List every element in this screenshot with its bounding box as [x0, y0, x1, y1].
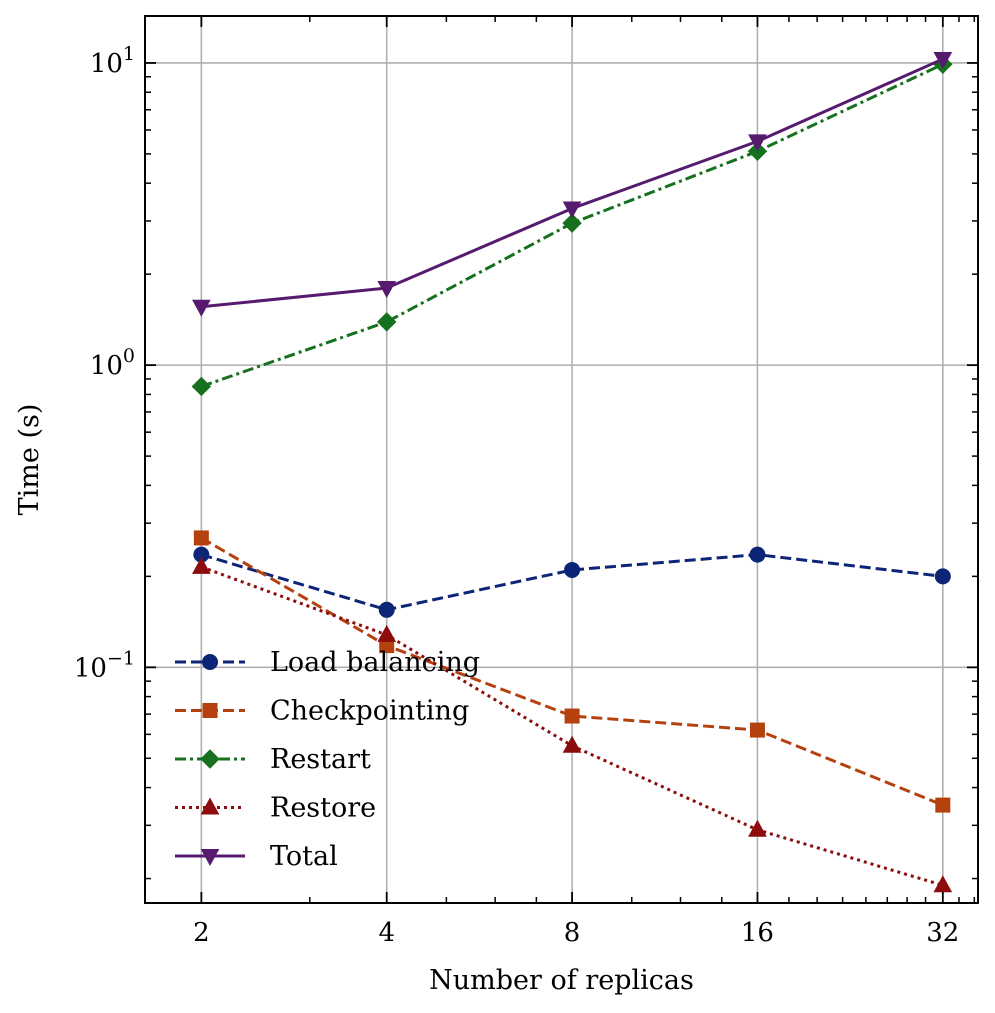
- legend-label: Restore: [270, 793, 376, 824]
- y-tick-label: 10−1: [74, 647, 135, 683]
- legend-item-checkpointing: Checkpointing: [175, 696, 469, 727]
- series-layer: [191, 52, 953, 893]
- legend-swatch-marker: [200, 797, 220, 815]
- x-tick-labels: 2 4 8 16 32: [193, 918, 959, 948]
- x-axis-label: Number of replicas: [429, 965, 694, 996]
- legend-swatch-marker: [202, 654, 218, 670]
- restart-point: [562, 213, 582, 233]
- legend: Load balancing Checkpointing Restart Restor…: [175, 647, 480, 872]
- legend-label: Total: [270, 841, 338, 872]
- x-tick-label: 16: [741, 918, 774, 948]
- total-point: [377, 280, 397, 299]
- checkpointing-line: [200, 536, 944, 807]
- checkpointing-point: [564, 708, 580, 724]
- y-tick-base: 10: [90, 49, 123, 79]
- y-tick-exponent: 0: [123, 345, 135, 367]
- legend-swatch-marker: [202, 703, 218, 718]
- legend-item-restore: Restore: [175, 793, 376, 824]
- grid-lines: [145, 16, 978, 903]
- load-balancing-line: [200, 553, 943, 612]
- load-balancing-point: [564, 561, 581, 578]
- restore-point: [192, 556, 211, 574]
- y-tick-label: 101: [90, 43, 135, 79]
- x-tick-label: 2: [193, 918, 210, 948]
- restore-point: [377, 624, 397, 642]
- total-point: [933, 52, 953, 70]
- x-tick-label: 8: [564, 918, 581, 948]
- restart-point: [191, 376, 212, 397]
- x-tick-label: 4: [378, 918, 395, 948]
- restore-point: [748, 819, 767, 837]
- checkpointing-point: [935, 797, 951, 813]
- load-balancing-point: [934, 568, 951, 585]
- checkpointing-point: [193, 530, 209, 546]
- y-tick-base: 10: [90, 351, 123, 381]
- legend-item-restart: Restart: [175, 744, 371, 775]
- y-axis-label: Time (s): [14, 404, 45, 516]
- y-tick-base: 10: [74, 653, 107, 683]
- legend-item-total: Total: [175, 841, 338, 872]
- total-point: [562, 201, 582, 219]
- y-tick-label: 100: [90, 345, 135, 381]
- checkpointing-point: [749, 722, 765, 738]
- series-restore: [192, 556, 953, 893]
- major-ticks: [145, 16, 978, 903]
- legend-swatch-marker: [200, 749, 220, 769]
- series-load-balancing: [193, 546, 951, 618]
- load-balancing-point: [378, 601, 395, 618]
- legend-label: Restart: [270, 744, 371, 775]
- legend-item-load-balancing: Load balancing: [175, 647, 480, 678]
- restore-point: [933, 875, 953, 893]
- total-point: [192, 299, 211, 317]
- restore-point: [562, 735, 582, 753]
- restart-point: [377, 312, 397, 332]
- legend-swatch-marker: [200, 849, 220, 867]
- total-point: [748, 134, 767, 152]
- legend-label: Load balancing: [270, 647, 480, 678]
- plot-frame: [144, 15, 979, 904]
- load-balancing-point: [749, 546, 766, 563]
- legend-label: Checkpointing: [270, 696, 469, 727]
- y-tick-exponent: 1: [123, 43, 135, 65]
- x-tick-label: 32: [926, 918, 959, 948]
- series-total: [192, 52, 953, 317]
- y-tick-exponent: −1: [107, 647, 135, 669]
